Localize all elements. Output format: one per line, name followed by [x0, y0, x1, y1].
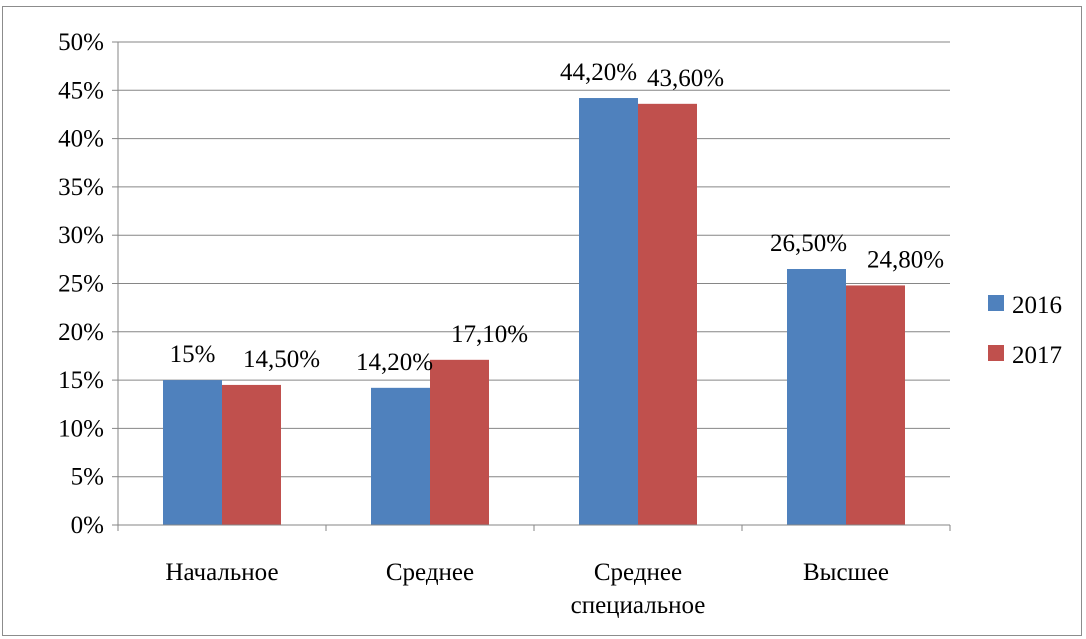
data-labels: 15% 14,50% 14,20% 17,10% 44,20% 43,60% 26,50% 2…	[170, 59, 944, 376]
bar-2017	[430, 359, 489, 525]
y-tick-label: 40%	[58, 126, 104, 153]
legend: 2016 2017	[988, 292, 1062, 369]
y-tick-label: 25%	[58, 271, 104, 298]
data-label: 15%	[170, 341, 216, 368]
x-category-label: Среднее	[386, 559, 474, 586]
y-tick-label: 15%	[58, 367, 104, 394]
bars	[163, 98, 905, 525]
y-tick-label: 10%	[58, 415, 104, 442]
x-category-label: Высшее	[803, 559, 889, 586]
bar-2016	[371, 387, 430, 525]
data-label: 17,10%	[451, 321, 528, 348]
bar-2017	[846, 285, 905, 525]
data-label: 26,50%	[770, 230, 847, 257]
data-label: 14,20%	[356, 349, 433, 376]
y-tick-label: 30%	[58, 222, 104, 249]
x-category-labels: Начальное Среднее Среднее специальное Высшее	[165, 559, 889, 619]
y-tick-label: 45%	[58, 77, 104, 104]
bar-2016	[787, 269, 846, 525]
y-tick-label: 35%	[58, 174, 104, 201]
y-tick-label: 20%	[58, 319, 104, 346]
y-tick-labels: 0% 5% 10% 15% 20% 25% 30% 35% 40% 45% 50%	[58, 29, 104, 539]
data-label: 24,80%	[867, 246, 944, 273]
x-category-label: Начальное	[165, 559, 278, 586]
legend-swatch-2016	[988, 295, 1004, 311]
y-tick-label: 5%	[71, 464, 104, 491]
legend-label: 2017	[1012, 342, 1062, 369]
data-label: 44,20%	[560, 59, 637, 86]
bar-2016	[163, 380, 222, 525]
data-label: 43,60%	[647, 65, 724, 92]
y-tick-label: 0%	[71, 512, 104, 539]
bar-2017	[638, 103, 697, 525]
x-category-label: Среднее специальное	[571, 559, 706, 619]
y-tick-label: 50%	[58, 29, 104, 56]
legend-label: 2016	[1012, 292, 1062, 319]
axes	[112, 41, 951, 531]
data-label: 14,50%	[243, 346, 320, 373]
legend-swatch-2017	[988, 345, 1004, 361]
bar-2016	[579, 98, 638, 525]
bar-2017	[222, 384, 281, 525]
